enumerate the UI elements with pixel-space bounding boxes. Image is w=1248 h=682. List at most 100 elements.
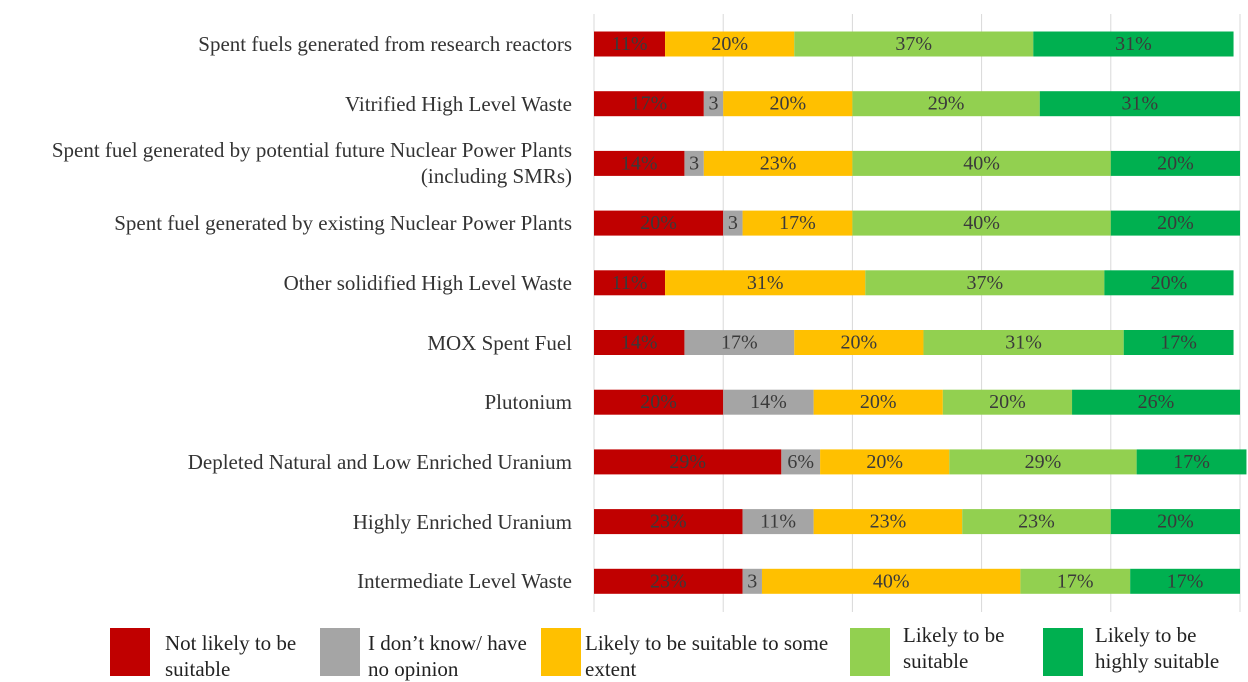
data-label: 23% [760,152,797,174]
data-label: 20% [1157,212,1194,234]
bar-segment [742,210,853,236]
data-label: 14% [750,391,787,413]
bar-segment [665,31,795,57]
data-label: 23% [650,570,687,592]
legend-swatch [541,628,581,676]
category-label: Spent fuel generated by potential future… [51,138,572,189]
data-label: 20% [841,332,878,354]
data-label: 11% [612,33,648,55]
data-label: 3 [709,93,719,115]
bar-segment [942,389,1073,415]
bar-segment [923,330,1124,355]
data-label: 20% [711,33,748,55]
data-label: 17% [721,332,758,354]
data-label: 14% [621,332,658,354]
category-label: Depleted Natural and Low Enriched Uraniu… [187,449,572,474]
data-label: 17% [1173,451,1210,473]
bar-segment [594,210,724,236]
data-label: 37% [966,272,1003,294]
bar-segment [594,91,704,117]
bar-segment [1110,210,1240,236]
bar-segment [594,330,685,355]
bar-segment [594,509,743,535]
bar-segment [594,31,666,57]
bar-segment [1020,568,1131,594]
data-label: 29% [928,93,965,115]
bar-segment [794,330,924,355]
data-label: 17% [1057,570,1094,592]
bar-segment [723,91,853,117]
bar-segment [1072,389,1240,415]
data-label: 17% [1160,332,1197,354]
bar-segment [852,150,1111,176]
bar-segment [1104,270,1234,296]
bar-segment [761,568,1021,594]
legend-label: Not likely to be suitable [165,631,297,681]
bar-segment [962,509,1111,535]
data-label: 20% [1157,511,1194,533]
bar-segment [594,270,666,296]
category-label: Highly Enriched Uranium [352,509,572,534]
category-label: Other solidified High Level Waste [283,270,572,295]
data-label: 20% [1151,272,1188,294]
category-label: Spent fuel generated by existing Nuclear… [114,211,572,236]
category-label: MOX Spent Fuel [427,330,572,355]
bar-segment [723,389,814,415]
data-label: 40% [873,570,910,592]
bar-segment [723,210,743,236]
legend-label: Likely to be suitable to some extent [585,631,829,681]
bar-segment [813,389,943,415]
data-label: 31% [1122,93,1159,115]
bar-segment [865,270,1105,296]
bar-segment [1039,91,1240,117]
bar-segment [594,568,743,594]
data-label: 11% [760,511,796,533]
bar-segment [594,449,782,475]
bar-segment [1110,509,1240,535]
data-label: 14% [621,152,658,174]
legend-swatch [110,628,150,676]
category-label: Vitrified High Level Waste [344,91,572,116]
data-label: 37% [895,33,932,55]
bar-segment [1123,330,1234,355]
data-label: 6% [787,451,814,473]
bar-segment [665,270,866,296]
legend-swatch [850,628,890,676]
bar-segment [594,389,724,415]
legend-label: Likely to be highly suitable [1095,623,1220,673]
bar-segment [742,509,814,535]
bar-segment [1136,449,1247,475]
bar-segment [852,210,1111,236]
data-label: 20% [769,93,806,115]
data-label: 20% [866,451,903,473]
bar-segment [703,91,724,117]
data-label: 17% [779,212,816,234]
data-label: 23% [1018,511,1055,533]
data-label: 11% [612,272,648,294]
bar-segment [684,150,704,176]
data-label: 31% [747,272,784,294]
data-label: 20% [1157,152,1194,174]
bar-segment [813,509,963,535]
category-label: Intermediate Level Waste [357,569,572,594]
data-label: 20% [860,391,897,413]
category-label: Spent fuels generated from research reac… [198,32,572,56]
category-label: Plutonium [484,390,572,415]
data-label: 3 [689,152,699,174]
legend-label: I don’t know/ have no opinion [368,631,527,681]
bar-segment [594,150,685,176]
data-label: 20% [640,391,677,413]
data-label: 3 [728,212,738,234]
data-label: 23% [650,511,687,533]
bar-segment [852,91,1040,117]
data-label: 20% [640,212,677,234]
data-label: 40% [963,152,1000,174]
bar-segment [949,449,1137,475]
legend-swatch [1043,628,1083,676]
bar-segment [794,31,1034,57]
data-label: 29% [669,451,706,473]
bar-segment [820,449,950,475]
bar-segment [1130,568,1240,594]
